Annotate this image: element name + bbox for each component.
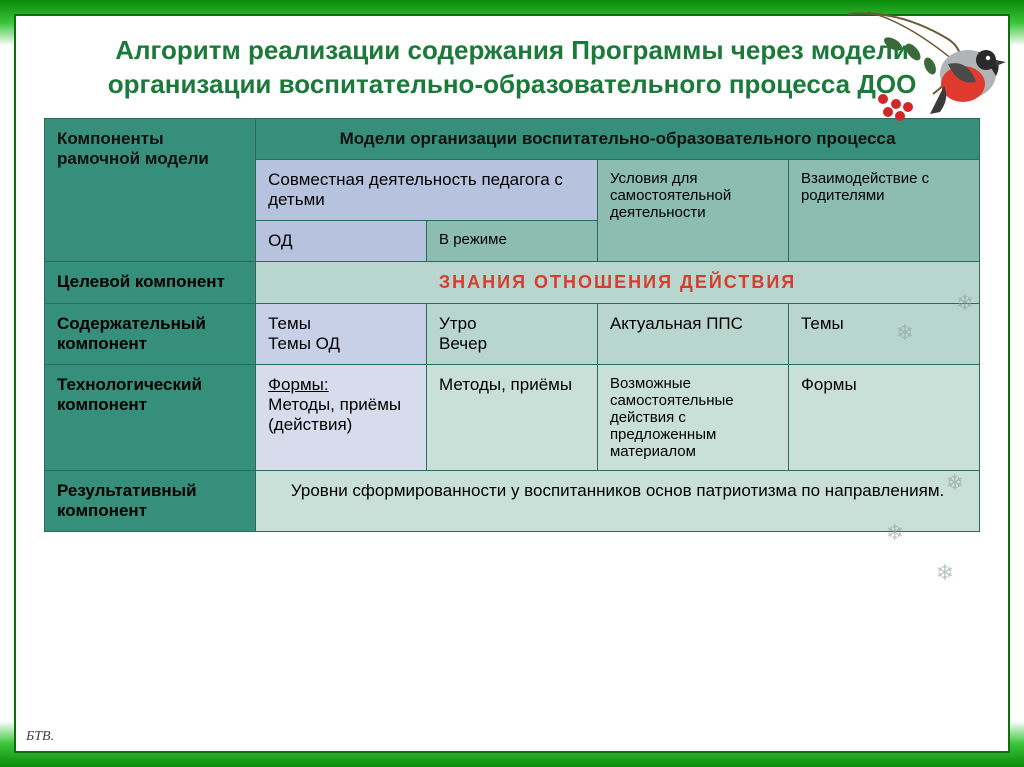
- row-tech-c1: Формы: Методы, приёмы (действия): [256, 364, 427, 470]
- row-content-label: Содержательный компонент: [45, 303, 256, 364]
- row-target-label: Целевой компонент: [45, 261, 256, 303]
- th-joint: Совместная деятельность педагога с детьм…: [256, 159, 598, 220]
- row-content-c1: Темы Темы ОД: [256, 303, 427, 364]
- th-conditions: Условия для самостоятельной деятельности: [597, 159, 788, 261]
- page-title: Алгоритм реализации содержания Программы…: [44, 34, 980, 102]
- author-signature: БТВ.: [26, 729, 54, 745]
- row-tech-c4: Формы: [788, 364, 979, 470]
- th-od: ОД: [256, 220, 427, 261]
- th-regime: В режиме: [427, 220, 598, 261]
- th-parents: Взаимодействие с родителями: [788, 159, 979, 261]
- row-tech-c3: Возможные самостоятельные действия с пре…: [597, 364, 788, 470]
- main-table: Компоненты рамочной модели Модели органи…: [44, 118, 980, 532]
- row-result-value: Уровни сформированности у воспитанников …: [256, 470, 980, 531]
- row-tech-c1-rest: Методы, приёмы (действия): [268, 395, 401, 434]
- row-tech-c1-underline: Формы:: [268, 375, 328, 394]
- th-models: Модели организации воспитательно-образов…: [256, 118, 980, 159]
- row-content-c3: Актуальная ППС: [597, 303, 788, 364]
- row-content-c2: Утро Вечер: [427, 303, 598, 364]
- row-result-label: Результативный компонент: [45, 470, 256, 531]
- row-tech-c2: Методы, приёмы: [427, 364, 598, 470]
- row-target-value: ЗНАНИЯ ОТНОШЕНИЯ ДЕЙСТВИЯ: [256, 261, 980, 303]
- th-components: Компоненты рамочной модели: [45, 118, 256, 261]
- row-tech-label: Технологический компонент: [45, 364, 256, 470]
- row-content-c4: Темы: [788, 303, 979, 364]
